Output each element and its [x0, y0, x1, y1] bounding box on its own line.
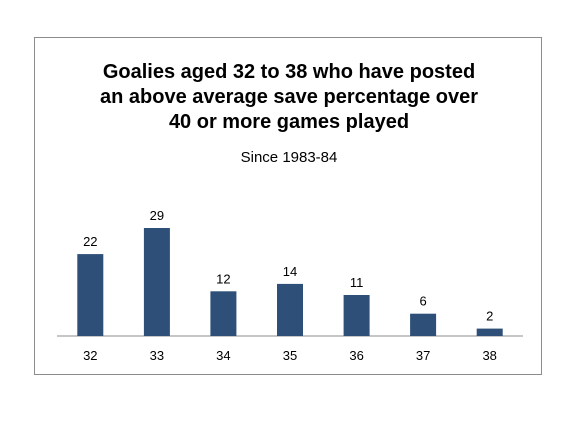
x-tick-label-35: 35	[283, 348, 297, 363]
bar-34	[210, 291, 237, 336]
x-tick-label-33: 33	[150, 348, 164, 363]
x-tick-label-36: 36	[349, 348, 363, 363]
bar-38	[476, 328, 503, 336]
bar-37	[410, 313, 437, 336]
chart-frame: Goalies aged 32 to 38 who have posted an…	[34, 37, 542, 375]
x-tick-label-34: 34	[216, 348, 230, 363]
chart-title-line-2: an above average save percentage over	[100, 86, 478, 108]
bar-chart: 22 32 29 33 12 34 14 35 11 36 6 37 2 38	[57, 208, 523, 363]
x-tick-label-32: 32	[83, 348, 97, 363]
chart-subtitle: Since 1983-84	[240, 149, 338, 166]
chart-title: Goalies aged 32 to 38 who have posted an…	[35, 60, 543, 135]
x-tick-label-37: 37	[416, 348, 430, 363]
bar-35	[277, 283, 303, 336]
x-tick-label-38: 38	[482, 348, 496, 363]
data-label-36: 11	[350, 275, 364, 290]
data-label-34: 12	[216, 271, 230, 286]
chart-title-line-1: Goalies aged 32 to 38 who have posted	[102, 61, 476, 83]
chart-title-line-3: 40 or more games played	[168, 111, 410, 133]
bar-36	[343, 295, 370, 336]
bar-33	[143, 228, 170, 336]
data-label-35: 14	[283, 264, 297, 279]
data-label-37: 6	[419, 294, 426, 309]
data-label-32: 22	[83, 234, 97, 249]
bar-32	[77, 254, 104, 336]
data-label-38: 2	[486, 309, 493, 324]
data-label-33: 29	[150, 208, 164, 223]
